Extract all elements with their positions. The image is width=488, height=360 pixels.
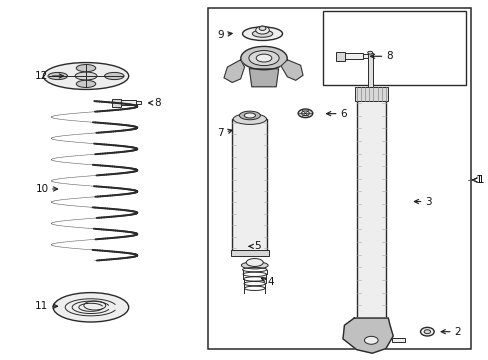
Text: 11: 11 xyxy=(35,301,58,311)
Ellipse shape xyxy=(244,113,255,118)
Ellipse shape xyxy=(420,327,433,336)
Bar xyxy=(354,87,387,101)
Polygon shape xyxy=(281,60,303,80)
Ellipse shape xyxy=(367,51,372,54)
Ellipse shape xyxy=(76,64,96,72)
Ellipse shape xyxy=(301,111,309,116)
Ellipse shape xyxy=(76,80,96,87)
Ellipse shape xyxy=(53,293,128,322)
Ellipse shape xyxy=(298,109,312,118)
Ellipse shape xyxy=(364,336,377,344)
Text: 3: 3 xyxy=(413,197,430,207)
Bar xyxy=(391,338,405,342)
Bar xyxy=(367,53,372,87)
Bar xyxy=(120,100,136,105)
Text: 5: 5 xyxy=(249,241,260,251)
Bar xyxy=(356,99,385,321)
Ellipse shape xyxy=(245,258,263,266)
Text: 4: 4 xyxy=(261,277,274,287)
Ellipse shape xyxy=(252,30,272,37)
Text: 10: 10 xyxy=(35,184,58,194)
Bar xyxy=(232,119,267,252)
Bar xyxy=(230,249,268,256)
Polygon shape xyxy=(342,318,392,353)
Text: 2: 2 xyxy=(440,327,460,337)
Ellipse shape xyxy=(43,63,128,89)
Bar xyxy=(136,102,141,104)
Text: 6: 6 xyxy=(326,109,346,119)
Ellipse shape xyxy=(241,46,286,70)
Ellipse shape xyxy=(75,72,97,80)
Text: 9: 9 xyxy=(217,30,232,40)
Ellipse shape xyxy=(248,50,279,66)
Text: 7: 7 xyxy=(217,129,232,138)
Ellipse shape xyxy=(104,72,124,80)
Polygon shape xyxy=(249,69,278,87)
Ellipse shape xyxy=(239,111,260,120)
Text: 1: 1 xyxy=(472,175,483,185)
Text: 8: 8 xyxy=(148,98,161,108)
Ellipse shape xyxy=(256,54,271,62)
Bar xyxy=(335,51,345,61)
Ellipse shape xyxy=(233,114,266,125)
Bar xyxy=(344,53,362,59)
Bar xyxy=(112,99,121,107)
Text: 1: 1 xyxy=(471,175,482,185)
Bar xyxy=(362,54,368,58)
Ellipse shape xyxy=(48,72,67,80)
Ellipse shape xyxy=(259,26,265,31)
Ellipse shape xyxy=(242,27,282,41)
Bar xyxy=(207,8,470,348)
Ellipse shape xyxy=(255,26,269,34)
Bar xyxy=(322,12,466,85)
Ellipse shape xyxy=(423,330,429,334)
Text: 12: 12 xyxy=(35,71,63,81)
Polygon shape xyxy=(224,60,244,82)
Ellipse shape xyxy=(241,262,267,269)
Text: 8: 8 xyxy=(370,51,392,61)
